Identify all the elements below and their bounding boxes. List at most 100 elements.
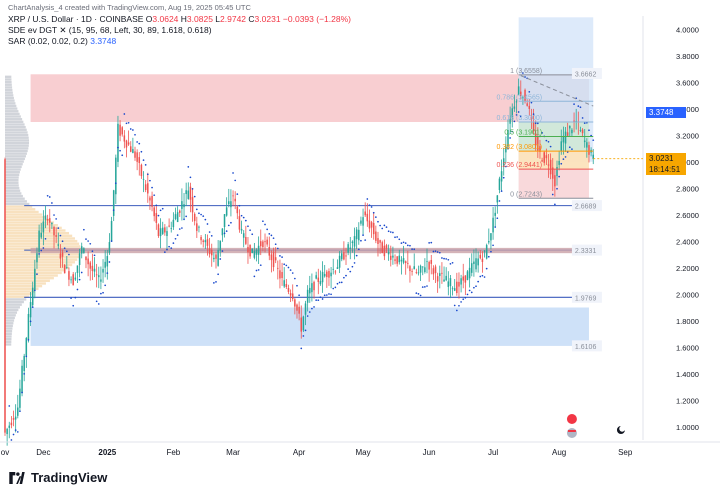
indicator-sde[interactable]: SDE ev DGT ✕ (15, 95, 68, Left, 30, 89, …: [8, 25, 212, 35]
candle-up: [25, 337, 28, 356]
candle-up: [70, 279, 72, 281]
volume-profile-bar: [5, 202, 30, 206]
volume-profile-bar: [5, 99, 15, 102]
sar-dot: [10, 439, 13, 441]
candle-up: [321, 271, 324, 283]
candle-up: [51, 222, 53, 225]
zones-layer: [30, 17, 594, 346]
sar-dot: [12, 433, 15, 436]
sar-dot: [238, 204, 241, 207]
candle-down: [549, 159, 552, 175]
candle-up: [583, 140, 586, 143]
volume-profile-bar: [5, 300, 24, 304]
sar-dot: [46, 194, 49, 197]
sar-dot: [536, 122, 539, 125]
sar-dot: [134, 133, 136, 136]
sar-dot: [338, 281, 341, 284]
last-price-tag: 3.0231: [646, 152, 686, 164]
candle-up: [185, 190, 187, 195]
candle-down: [59, 253, 62, 259]
sar-dot: [413, 248, 416, 251]
time-tick: Jul: [488, 448, 498, 457]
candle-down: [441, 272, 443, 274]
candle-down: [270, 254, 273, 261]
candle-up: [34, 268, 36, 290]
volume-profile-bar: [5, 189, 21, 192]
sar-dot: [200, 213, 202, 216]
sar-dot: [63, 247, 66, 250]
fib-labels-layer: 1 (3.6558) 0.786 (3.4565) 0.618 (3.3000) 0.…: [497, 68, 594, 199]
sar-dot: [353, 262, 356, 264]
candle-down: [87, 258, 89, 265]
price-tick: 3.0000: [676, 158, 699, 167]
volume-profile-bar: [5, 104, 17, 108]
candle-up: [460, 278, 462, 285]
volume-profile-bar: [5, 208, 36, 211]
sar-dot: [279, 255, 281, 257]
sar-dot: [159, 209, 162, 212]
candle-down: [368, 220, 371, 229]
candle-down: [328, 271, 330, 278]
sar-dot: [404, 242, 407, 244]
volume-profile-bar: [5, 205, 33, 208]
candle-up: [115, 157, 117, 195]
candle-down: [404, 261, 407, 264]
candle-down: [10, 422, 13, 426]
candle-down: [249, 244, 251, 257]
sar-dot: [421, 286, 424, 288]
sar-dot: [396, 236, 399, 238]
candle-up: [494, 212, 496, 216]
sar-dot: [125, 122, 128, 125]
volume-profile-bar: [5, 110, 19, 113]
sar-dot: [392, 231, 394, 234]
volume-profile-layer: [5, 75, 81, 346]
sar-dot: [283, 263, 286, 266]
fib-label: 0 (2.7243): [510, 191, 542, 198]
candle-up: [483, 250, 486, 252]
sar-dot: [515, 114, 518, 116]
volume-profile-bar: [5, 83, 12, 86]
sar-dot: [298, 294, 300, 297]
sar-dot: [409, 244, 411, 247]
candle-down: [407, 262, 409, 264]
sar-dot: [308, 311, 311, 313]
candle-up: [166, 231, 168, 237]
sar-dot: [146, 173, 149, 176]
open-value: 3.0624: [152, 14, 179, 24]
dashed-trendline: [520, 75, 594, 107]
price-tick: 2.0000: [676, 290, 699, 299]
volume-profile-bar: [5, 152, 27, 155]
candle-up: [449, 278, 452, 287]
candle-down: [89, 262, 92, 269]
sar-dot: [477, 280, 480, 283]
sar-dot: [583, 122, 586, 124]
price-tick: 1.4000: [676, 370, 699, 379]
candle-down: [539, 146, 541, 152]
sar-dot: [383, 224, 386, 227]
sar-dot: [57, 227, 60, 229]
sar-dot: [445, 258, 448, 260]
sar-dot: [441, 257, 443, 259]
candle-down: [326, 271, 328, 278]
volume-profile-bar: [5, 181, 19, 184]
candle-down: [524, 89, 526, 102]
level-label-bg: [571, 291, 602, 303]
indicator-sar[interactable]: SAR (0.02, 0.02, 0.2) 3.3748: [8, 36, 117, 46]
sar-dot: [210, 234, 213, 237]
tradingview-brand[interactable]: TradingView: [8, 470, 107, 485]
sar-dot: [70, 297, 72, 299]
sar-dot: [217, 273, 219, 276]
candle-down: [296, 304, 298, 311]
candle-down: [313, 281, 315, 291]
level-label: 1.9769: [575, 295, 597, 302]
sar-dot: [564, 156, 567, 158]
candle-up: [181, 201, 183, 209]
candle-down: [588, 145, 590, 155]
volume-profile-bar: [5, 292, 32, 296]
volume-profile-bar: [5, 213, 43, 216]
sar-dot: [524, 76, 526, 78]
sar-dot: [170, 247, 173, 249]
sar-dot: [562, 158, 565, 161]
candle-down: [396, 256, 398, 264]
